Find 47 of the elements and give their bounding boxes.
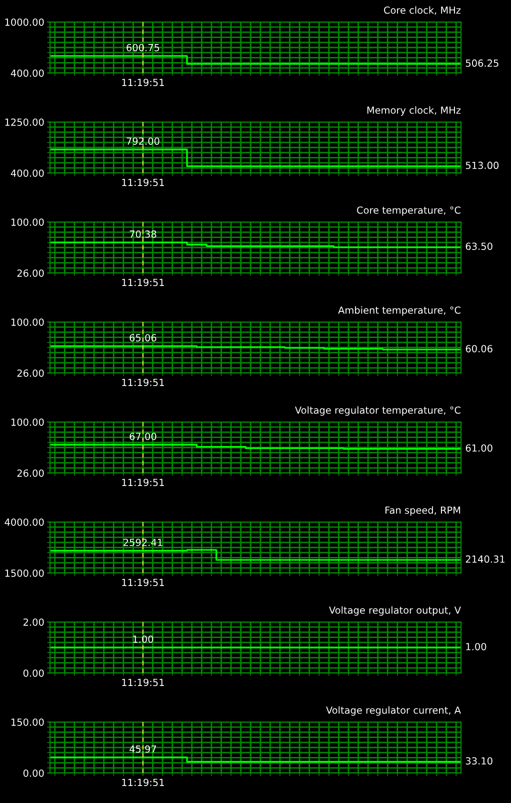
data-label: 600.75 xyxy=(126,44,160,52)
x-tick-label: 11:19:51 xyxy=(122,78,164,86)
y-tick-label: 400.00 xyxy=(10,169,44,177)
chart-title: Core clock, MHz xyxy=(384,6,461,15)
data-label: 513.00 xyxy=(466,162,499,170)
y-tick-label: 100.00 xyxy=(11,318,44,326)
data-label: 63.50 xyxy=(466,242,492,250)
data-label: 33.10 xyxy=(466,757,492,765)
chart-title: Voltage regulator current, A xyxy=(326,706,461,716)
data-label: 65.06 xyxy=(130,334,156,342)
y-tick-label: 26.00 xyxy=(17,369,44,377)
data-label: 506.25 xyxy=(466,59,498,67)
chart-title: Fan speed, RPM xyxy=(385,506,460,516)
y-tick-label: 0.00 xyxy=(23,669,44,677)
x-tick-label: 11:19:51 xyxy=(122,678,164,686)
chart-title: Voltage regulator temperature, °C xyxy=(294,406,460,416)
data-label: 61.00 xyxy=(466,444,492,452)
y-tick-label: 4000.00 xyxy=(4,518,44,526)
x-tick-label: 11:19:51 xyxy=(122,778,164,786)
y-tick-label: 1250.00 xyxy=(5,118,44,126)
x-tick-label: 11:19:51 xyxy=(122,578,164,586)
y-tick-label: 0.00 xyxy=(23,769,44,777)
y-tick-label: 100.00 xyxy=(11,418,44,426)
x-tick-label: 11:19:51 xyxy=(122,478,164,486)
data-label: 792.00 xyxy=(126,137,160,145)
data-label: 45.97 xyxy=(130,745,156,753)
data-label: 2592.41 xyxy=(124,538,162,546)
x-tick-label: 11:19:51 xyxy=(122,378,164,386)
y-tick-label: 1500.00 xyxy=(5,569,44,577)
chart-title: Ambient temperature, °C xyxy=(338,306,460,316)
y-tick-label: 2.00 xyxy=(24,618,44,626)
data-label: 1.00 xyxy=(466,642,486,650)
chart-title: Memory clock, MHz xyxy=(367,106,461,116)
y-tick-label: 1000.00 xyxy=(5,18,44,26)
data-label: 70.38 xyxy=(130,230,156,238)
chart-title: Voltage regulator output, V xyxy=(329,606,461,616)
data-label: 67.00 xyxy=(130,432,156,440)
y-tick-label: 150.00 xyxy=(11,718,44,726)
data-label: 2140.31 xyxy=(466,555,504,563)
y-tick-label: 26.00 xyxy=(17,269,44,277)
y-tick-label: 100.00 xyxy=(11,218,44,226)
y-tick-label: 26.00 xyxy=(17,469,44,477)
data-label: 60.06 xyxy=(466,344,492,352)
x-tick-label: 11:19:51 xyxy=(122,278,164,286)
y-tick-label: 400.00 xyxy=(10,69,44,77)
x-tick-label: 11:19:51 xyxy=(122,178,164,186)
chart-title: Core temperature, °C xyxy=(357,206,460,216)
